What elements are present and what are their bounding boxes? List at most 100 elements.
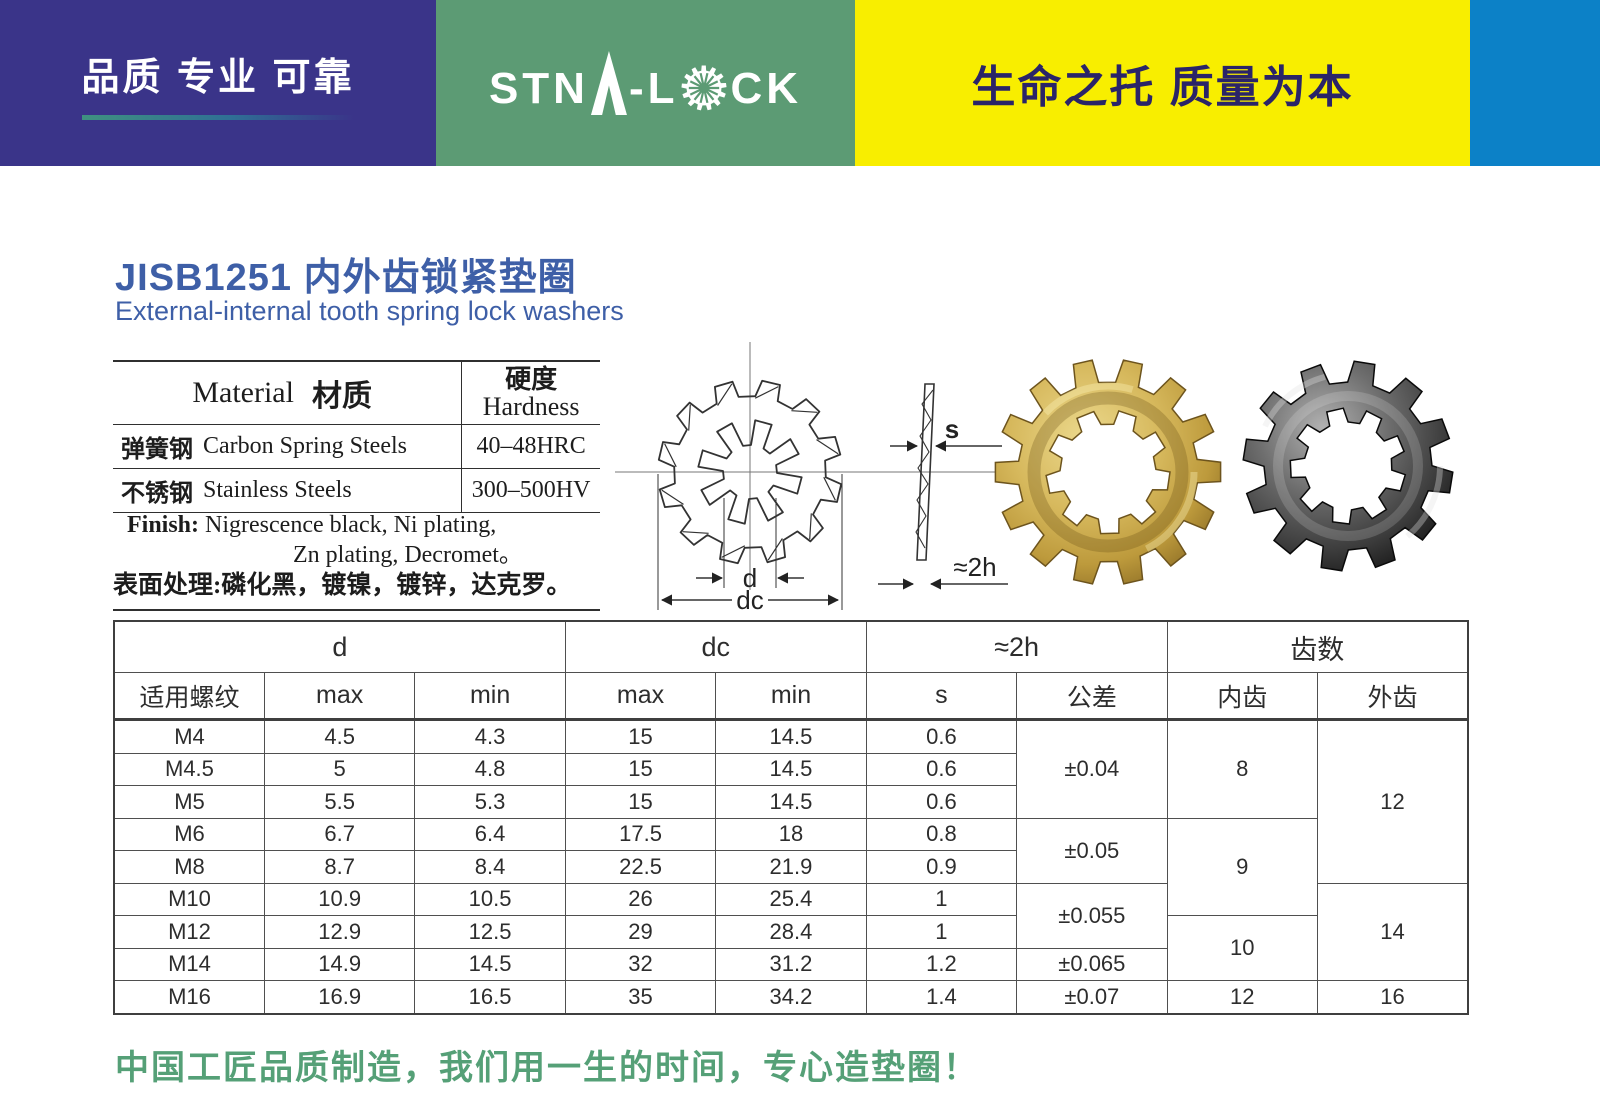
spec-table: d dc ≈2h 齿数 适用螺纹 max min max min s 公差 内齿 外齿 M4 4.5 4.… bbox=[113, 620, 1469, 1015]
spec-cell: 10 bbox=[1166, 915, 1319, 981]
spec-cell: 4.5 bbox=[263, 719, 416, 754]
header-band-green bbox=[436, 0, 855, 166]
dimension-label-2h: ≈2h bbox=[953, 552, 996, 582]
header-tagline-block: 品质 专业 可靠 bbox=[0, 0, 436, 166]
spec-cell: 16.5 bbox=[414, 980, 566, 1014]
spec-cell: ±0.04 bbox=[1016, 719, 1168, 819]
spec-cell: 12 bbox=[1317, 719, 1469, 884]
material-row: 不锈钢 Stainless Steels 300–500HV bbox=[113, 469, 600, 513]
finish-line1-text: Nigrescence black, Ni plating, bbox=[199, 512, 497, 538]
hardness-header-en: Hardness bbox=[482, 392, 580, 421]
spec-cell: 5 bbox=[263, 752, 416, 786]
spec-cell: 14.5 bbox=[715, 785, 867, 819]
spec-cell: 1.4 bbox=[865, 980, 1018, 1014]
spec-cell: 12.9 bbox=[263, 915, 416, 949]
material-name-cn: 弹簧钢 bbox=[121, 437, 193, 463]
spec-cell: 14.5 bbox=[715, 752, 867, 786]
brand-logo-row: STN -L CK bbox=[489, 51, 802, 115]
finish-line2: Zn plating, Decromet。 bbox=[293, 542, 523, 568]
table-row: M8 8.7 8.4 22.5 21.9 0.9 bbox=[113, 850, 1468, 884]
spec-cell: 0.6 bbox=[865, 752, 1018, 786]
spec-cell: 31.2 bbox=[715, 947, 867, 981]
spec-cell: 28.4 bbox=[715, 915, 867, 949]
spec-cell: M8 bbox=[113, 850, 265, 884]
spec-cell: 8 bbox=[1166, 719, 1319, 819]
table-row: M5 5.5 5.3 15 14.5 0.6 bbox=[113, 785, 1468, 819]
header-slogan: 生命之托 质量为本 bbox=[971, 63, 1354, 112]
spec-cell: ±0.065 bbox=[1016, 947, 1168, 981]
finish-block: Finish: Nigrescence black, Ni plating, Z… bbox=[113, 510, 600, 612]
spec-cell: 35 bbox=[564, 980, 717, 1014]
spec-cell: 8.7 bbox=[263, 850, 416, 884]
dimension-label-s: s bbox=[945, 414, 959, 444]
spec-cell: 9 bbox=[1166, 817, 1319, 916]
spec-cell: M16 bbox=[113, 980, 265, 1014]
spec-sub-header: max bbox=[263, 672, 416, 721]
dimension-label-dc: dc bbox=[736, 585, 763, 615]
spec-cell: 8.4 bbox=[414, 850, 566, 884]
spec-cell: 0.6 bbox=[865, 785, 1018, 819]
material-table-header: Material 材质 硬度 Hardness bbox=[113, 362, 600, 425]
material-cell: 弹簧钢 Carbon Spring Steels bbox=[113, 425, 461, 468]
spec-sub-header: 适用螺纹 bbox=[113, 672, 265, 721]
black-washer-photo bbox=[1242, 360, 1454, 572]
spec-cell: 5.5 bbox=[263, 785, 416, 819]
hardness-cell: 300–500HV bbox=[461, 469, 600, 512]
spec-cell: ±0.055 bbox=[1016, 882, 1168, 949]
spec-cell: 0.9 bbox=[865, 850, 1018, 884]
spec-cell: 17.5 bbox=[564, 817, 717, 851]
page-subtitle: External-internal tooth spring lock wash… bbox=[115, 296, 624, 326]
spec-cell: 29 bbox=[564, 915, 717, 949]
spec-cell: M4.5 bbox=[113, 752, 265, 786]
spec-cell: 4.3 bbox=[414, 719, 566, 754]
material-name-en: Stainless Steels bbox=[203, 477, 352, 503]
spec-group-header: 齿数 bbox=[1166, 620, 1469, 673]
material-cell: 不锈钢 Stainless Steels bbox=[113, 469, 461, 512]
spec-cell: M5 bbox=[113, 785, 265, 819]
brand-logo: STN -L CK bbox=[436, 0, 855, 166]
spec-cell: 12.5 bbox=[414, 915, 566, 949]
spec-cell: 14.9 bbox=[263, 947, 416, 981]
spec-cell: M14 bbox=[113, 947, 265, 981]
brand-text-mid: -L bbox=[628, 64, 679, 113]
spec-cell: 1 bbox=[865, 882, 1018, 916]
spec-cell: 15 bbox=[564, 752, 717, 786]
spec-sub-header: 内齿 bbox=[1166, 672, 1319, 721]
material-name-en: Carbon Spring Steels bbox=[203, 433, 407, 459]
spec-cell: 6.7 bbox=[263, 817, 416, 851]
finish-line1: Finish: Nigrescence black, Ni plating, bbox=[113, 510, 600, 540]
washer-photos bbox=[994, 359, 1454, 585]
spec-cell: 5.3 bbox=[414, 785, 566, 819]
finish-label: Finish: bbox=[127, 512, 200, 538]
spec-cell: 1 bbox=[865, 915, 1018, 949]
front-view-twist-lines bbox=[661, 383, 839, 561]
brand-text-post: CK bbox=[730, 64, 803, 113]
spec-cell: 22.5 bbox=[564, 850, 717, 884]
spec-cell: 14 bbox=[1317, 882, 1469, 981]
spec-sub-header: min bbox=[715, 672, 867, 721]
spec-sub-header: 公差 bbox=[1016, 672, 1168, 721]
page-title: JISB1251 内外齿锁紧垫圈 bbox=[115, 257, 577, 299]
spec-cell: M12 bbox=[113, 915, 265, 949]
header-band-purple bbox=[0, 0, 436, 166]
spec-cell: 6.4 bbox=[414, 817, 566, 851]
spec-cell: 0.6 bbox=[865, 719, 1018, 754]
footer-slogan: 中国工匠品质制造，我们用一生的时间，专心造垫圈！ bbox=[115, 1049, 979, 1087]
spec-cell: 34.2 bbox=[715, 980, 867, 1014]
spec-table-body: M4 4.5 4.3 15 14.5 0.6 ±0.04 8 12 M4.5 5 4.8 15 14.5 0… bbox=[113, 719, 1469, 1014]
finish-line3: 表面处理:磷化黑，镀镍，镀锌，达克罗。 bbox=[113, 572, 572, 599]
front-view-inner-teeth bbox=[697, 419, 803, 525]
spec-cell: 0.8 bbox=[865, 817, 1018, 851]
header-tagline: 品质 专业 可靠 bbox=[81, 57, 355, 99]
material-row: 弹簧钢 Carbon Spring Steels 40–48HRC bbox=[113, 425, 600, 469]
spec-cell: 25.4 bbox=[715, 882, 867, 916]
spec-sub-header: 外齿 bbox=[1317, 672, 1469, 721]
table-row: M10 10.9 10.5 26 25.4 1 ±0.055 14 bbox=[113, 882, 1469, 981]
spec-cell: ±0.07 bbox=[1016, 980, 1168, 1014]
spec-cell: 4.8 bbox=[414, 752, 566, 786]
spec-cell: 10.9 bbox=[263, 882, 416, 916]
spec-cell: 1.2 bbox=[865, 947, 1018, 981]
spec-group-header-row: d dc ≈2h 齿数 bbox=[113, 620, 1469, 673]
spec-cell: 18 bbox=[715, 817, 867, 851]
